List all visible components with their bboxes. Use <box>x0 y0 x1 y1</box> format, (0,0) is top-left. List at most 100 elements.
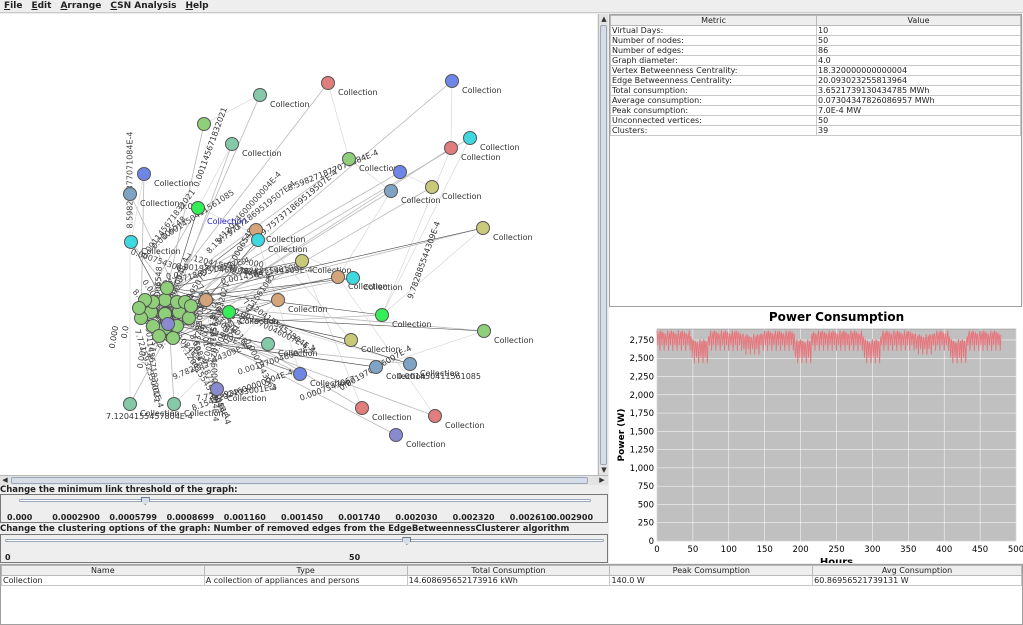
threshold-slider-thumb[interactable] <box>140 497 150 505</box>
metric-value: 7.0E-4 MW <box>816 105 1021 116</box>
graph-node[interactable] <box>321 76 335 90</box>
table-cell: A collection of appliances and persons <box>203 575 408 586</box>
graph-node[interactable] <box>132 301 146 315</box>
graph-node[interactable] <box>355 401 369 415</box>
graph-horizontal-scrollbar[interactable]: ◀ ▶ <box>0 475 608 485</box>
graph-node[interactable] <box>197 117 211 131</box>
metrics-row[interactable]: Total consumption: 3.6521739130434785 MWh <box>610 85 1021 96</box>
graph-node[interactable] <box>182 311 196 325</box>
node-label: Collection <box>442 192 482 201</box>
table-cell: 140.0 W <box>609 575 814 586</box>
scroll-right-arrow-icon[interactable]: ▶ <box>599 476 605 484</box>
graph-node[interactable] <box>191 201 205 215</box>
y-tick-label: 2,000 <box>630 391 654 401</box>
scroll-down-arrow-icon[interactable]: ▼ <box>601 466 607 474</box>
scroll-up-arrow-icon[interactable]: ▲ <box>601 15 607 23</box>
graph-node[interactable] <box>167 397 181 411</box>
threshold-tick-label: 0.000 <box>7 513 33 522</box>
graph-edge <box>150 82 329 313</box>
graph-node[interactable] <box>210 382 224 396</box>
clustering-slider-thumb[interactable] <box>402 537 412 545</box>
graph-node[interactable] <box>123 397 137 411</box>
graph-node[interactable] <box>444 141 458 155</box>
graph-node[interactable] <box>152 329 166 343</box>
graph-node[interactable] <box>445 74 459 88</box>
metrics-row[interactable]: Number of edges: 86 <box>610 45 1021 56</box>
graph-node[interactable] <box>137 167 151 181</box>
graph-edge <box>375 330 485 368</box>
edge-weight-label: 8.598271877071084E-4 <box>125 131 135 229</box>
graph-view[interactable]: 8.598271877071084E-4 0.001145671832021 9.7… <box>0 14 597 475</box>
menu-item-3[interactable]: CSN Analysis <box>106 1 181 11</box>
metrics-row[interactable]: Unconnected vertices: 50 <box>610 115 1021 126</box>
graph-node[interactable] <box>253 88 267 102</box>
graph-node[interactable] <box>222 305 236 319</box>
metrics-row[interactable]: Peak consumption: 7.0E-4 MW <box>610 105 1021 116</box>
graph-node[interactable] <box>161 317 175 331</box>
graph-node[interactable] <box>393 165 407 179</box>
metrics-row[interactable]: Vertex Betweenness Centrality: 18.3200000… <box>610 65 1021 76</box>
graph-node[interactable] <box>369 360 383 374</box>
graph-node[interactable] <box>225 137 239 151</box>
graph-horizontal-scroll-thumb[interactable] <box>11 477 588 484</box>
column-header[interactable]: Type <box>203 565 408 576</box>
menu-item-0[interactable]: File <box>0 1 27 11</box>
graph-node[interactable] <box>199 293 213 307</box>
metrics-row[interactable]: Edge Betweenness Centrality: 20.093023255… <box>610 75 1021 86</box>
column-header[interactable]: Peak Comsumption <box>609 565 814 576</box>
graph-node[interactable] <box>425 180 439 194</box>
graph-node[interactable] <box>477 324 491 338</box>
graph-node[interactable] <box>476 221 490 235</box>
metrics-row[interactable]: Number of nodes: 50 <box>610 35 1021 46</box>
threshold-tick-label: 0.001740 <box>338 513 381 522</box>
metrics-row[interactable]: Graph diameter: 4.0 <box>610 55 1021 66</box>
graph-node[interactable] <box>124 235 138 249</box>
graph-node[interactable] <box>331 270 345 284</box>
y-tick-label: 1,750 <box>630 409 654 419</box>
table-row[interactable]: Collection A collection of appliances and… <box>1 575 1022 586</box>
metrics-row[interactable]: Average consumption: 0.07304347826086957 … <box>610 95 1021 106</box>
column-header[interactable]: Avg Consumption <box>812 565 1022 576</box>
graph-node[interactable] <box>375 308 389 322</box>
metrics-header-value[interactable]: Value <box>816 15 1021 26</box>
graph-node[interactable] <box>428 409 442 423</box>
menu-item-2[interactable]: Arrange <box>56 1 106 11</box>
menu-item-1[interactable]: Edit <box>27 1 56 11</box>
menu-item-4[interactable]: Help <box>181 1 213 11</box>
graph-node[interactable] <box>346 271 360 285</box>
graph-node[interactable] <box>384 184 398 198</box>
graph-node[interactable] <box>251 233 265 247</box>
graph-node[interactable] <box>463 131 477 145</box>
scroll-left-arrow-icon[interactable]: ◀ <box>2 476 8 484</box>
metric-value: 4.0 <box>816 55 1021 66</box>
graph-node[interactable] <box>293 367 307 381</box>
graph-vertical-scroll-thumb[interactable] <box>600 25 607 465</box>
graph-node[interactable] <box>123 187 137 201</box>
graph-edge <box>381 137 471 316</box>
graph-node[interactable] <box>403 357 417 371</box>
selected-node-label: Collection <box>207 217 247 226</box>
node-label: Collection <box>361 345 401 354</box>
node-label: Collection <box>239 317 279 326</box>
clustering-slider-track[interactable] <box>5 539 604 542</box>
graph-node[interactable] <box>295 254 309 268</box>
metrics-row[interactable]: Virtual Days: 10 <box>610 25 1021 36</box>
graph-node[interactable] <box>344 333 358 347</box>
metrics-header-metric[interactable]: Metric <box>610 15 817 26</box>
graph-node[interactable] <box>184 299 198 313</box>
threshold-tick-label: 0.002900 <box>551 513 594 522</box>
graph-node[interactable] <box>271 293 285 307</box>
column-header[interactable]: Name <box>1 565 205 576</box>
graph-node[interactable] <box>389 428 403 442</box>
metrics-row[interactable]: Clusters: 39 <box>610 125 1021 136</box>
graph-node[interactable] <box>160 281 174 295</box>
threshold-slider-track[interactable] <box>19 499 591 502</box>
graph-vertical-scrollbar[interactable]: ▲ ▼ <box>598 14 608 475</box>
graph-node[interactable] <box>342 152 356 166</box>
column-header[interactable]: Total Consumption <box>406 565 611 576</box>
node-label: Collection <box>310 379 350 388</box>
graph-node[interactable] <box>261 337 275 351</box>
menu-mnemonic: E <box>31 1 38 11</box>
node-label: Collection <box>401 196 441 205</box>
graph-node[interactable] <box>166 331 180 345</box>
